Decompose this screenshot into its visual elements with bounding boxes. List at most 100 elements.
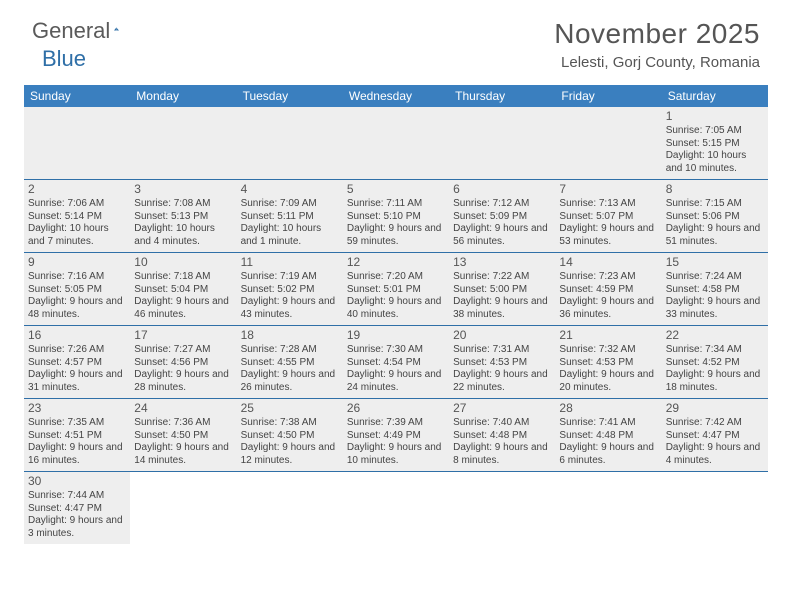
daylight-text: Daylight: 10 hours and 10 minutes. [666,150,764,175]
day-header: Saturday [662,85,768,107]
day-number: 2 [28,182,126,197]
sunrise-text: Sunrise: 7:31 AM [453,344,551,357]
sunrise-text: Sunrise: 7:11 AM [347,198,445,211]
sunrise-text: Sunrise: 7:19 AM [241,271,339,284]
sunrise-text: Sunrise: 7:09 AM [241,198,339,211]
day-number: 30 [28,474,126,489]
day-cell: 24Sunrise: 7:36 AMSunset: 4:50 PMDayligh… [130,399,236,471]
sunrise-text: Sunrise: 7:24 AM [666,271,764,284]
day-number: 19 [347,328,445,343]
day-cell: 2Sunrise: 7:06 AMSunset: 5:14 PMDaylight… [24,180,130,252]
sunset-text: Sunset: 4:55 PM [241,357,339,370]
sunset-text: Sunset: 4:58 PM [666,284,764,297]
daylight-text: Daylight: 10 hours and 1 minute. [241,223,339,248]
daylight-text: Daylight: 9 hours and 56 minutes. [453,223,551,248]
day-header-row: SundayMondayTuesdayWednesdayThursdayFrid… [24,85,768,107]
week-row: 2Sunrise: 7:06 AMSunset: 5:14 PM Daylight… [24,180,768,253]
daylight-text: Daylight: 9 hours and 18 minutes. [666,369,764,394]
week-row: 23Sunrise: 7:35 AMSunset: 4:51 PMDayligh… [24,399,768,472]
day-number: 23 [28,401,126,416]
daylight-text: Daylight: 9 hours and 8 minutes. [453,442,551,467]
day-header: Friday [555,85,661,107]
sunrise-text: Sunrise: 7:18 AM [134,271,232,284]
day-number: 27 [453,401,551,416]
day-number: 29 [666,401,764,416]
title-block: November 2025 Lelesti, Gorj County, Roma… [554,18,760,71]
day-cell: 18Sunrise: 7:28 AMSunset: 4:55 PMDayligh… [237,326,343,398]
day-number: 22 [666,328,764,343]
sunrise-text: Sunrise: 7:40 AM [453,417,551,430]
sunset-text: Sunset: 4:49 PM [347,430,445,443]
sunrise-text: Sunrise: 7:34 AM [666,344,764,357]
sunrise-text: Sunrise: 7:28 AM [241,344,339,357]
weeks-container: 1Sunrise: 7:05 AMSunset: 5:15 PMDaylight… [24,107,768,544]
week-row: 1Sunrise: 7:05 AMSunset: 5:15 PMDaylight… [24,107,768,180]
sunrise-text: Sunrise: 7:27 AM [134,344,232,357]
day-cell: 16Sunrise: 7:26 AMSunset: 4:57 PMDayligh… [24,326,130,398]
day-number: 21 [559,328,657,343]
day-number: 12 [347,255,445,270]
sunset-text: Sunset: 4:53 PM [559,357,657,370]
day-number: 1 [666,109,764,124]
day-number: 28 [559,401,657,416]
sunrise-text: Sunrise: 7:41 AM [559,417,657,430]
day-cell: 22Sunrise: 7:34 AMSunset: 4:52 PMDayligh… [662,326,768,398]
empty-cell [237,472,343,544]
daylight-text: Daylight: 9 hours and 59 minutes. [347,223,445,248]
day-cell: 20Sunrise: 7:31 AMSunset: 4:53 PMDayligh… [449,326,555,398]
day-cell: 7Sunrise: 7:13 AMSunset: 5:07 PMDaylight… [555,180,661,252]
empty-cell [343,107,449,179]
day-cell: 10Sunrise: 7:18 AMSunset: 5:04 PMDayligh… [130,253,236,325]
location: Lelesti, Gorj County, Romania [554,54,760,71]
header: General November 2025 Lelesti, Gorj Coun… [0,0,792,79]
day-cell: 28Sunrise: 7:41 AMSunset: 4:48 PMDayligh… [555,399,661,471]
day-number: 26 [347,401,445,416]
day-cell: 6Sunrise: 7:12 AMSunset: 5:09 PMDaylight… [449,180,555,252]
sunset-text: Sunset: 4:47 PM [28,503,126,516]
day-number: 7 [559,182,657,197]
empty-cell [662,472,768,544]
day-header: Tuesday [237,85,343,107]
daylight-text: Daylight: 9 hours and 46 minutes. [134,296,232,321]
day-cell: 8Sunrise: 7:15 AMSunset: 5:06 PMDaylight… [662,180,768,252]
sunrise-text: Sunrise: 7:06 AM [28,198,126,211]
day-cell: 27Sunrise: 7:40 AMSunset: 4:48 PMDayligh… [449,399,555,471]
sunset-text: Sunset: 5:09 PM [453,211,551,224]
sunset-text: Sunset: 4:48 PM [559,430,657,443]
daylight-text: Daylight: 9 hours and 40 minutes. [347,296,445,321]
day-cell: 15Sunrise: 7:24 AMSunset: 4:58 PMDayligh… [662,253,768,325]
day-cell: 12Sunrise: 7:20 AMSunset: 5:01 PMDayligh… [343,253,449,325]
day-number: 20 [453,328,551,343]
sunset-text: Sunset: 5:05 PM [28,284,126,297]
sunrise-text: Sunrise: 7:32 AM [559,344,657,357]
sunset-text: Sunset: 5:14 PM [28,211,126,224]
daylight-text: Daylight: 9 hours and 14 minutes. [134,442,232,467]
day-cell: 3Sunrise: 7:08 AMSunset: 5:13 PMDaylight… [130,180,236,252]
daylight-text: Daylight: 9 hours and 26 minutes. [241,369,339,394]
sunset-text: Sunset: 5:06 PM [666,211,764,224]
sunset-text: Sunset: 4:50 PM [241,430,339,443]
sunrise-text: Sunrise: 7:38 AM [241,417,339,430]
day-cell: 4Sunrise: 7:09 AMSunset: 5:11 PMDaylight… [237,180,343,252]
day-header: Sunday [24,85,130,107]
sunrise-text: Sunrise: 7:08 AM [134,198,232,211]
sunset-text: Sunset: 4:56 PM [134,357,232,370]
day-number: 9 [28,255,126,270]
day-number: 25 [241,401,339,416]
sunset-text: Sunset: 5:11 PM [241,211,339,224]
daylight-text: Daylight: 9 hours and 38 minutes. [453,296,551,321]
day-cell: 17Sunrise: 7:27 AMSunset: 4:56 PMDayligh… [130,326,236,398]
daylight-text: Daylight: 9 hours and 3 minutes. [28,515,126,540]
week-row: 30Sunrise: 7:44 AMSunset: 4:47 PMDayligh… [24,472,768,544]
daylight-text: Daylight: 9 hours and 31 minutes. [28,369,126,394]
sunrise-text: Sunrise: 7:15 AM [666,198,764,211]
sunrise-text: Sunrise: 7:16 AM [28,271,126,284]
week-row: 16Sunrise: 7:26 AMSunset: 4:57 PMDayligh… [24,326,768,399]
daylight-text: Daylight: 9 hours and 10 minutes. [347,442,445,467]
day-header: Monday [130,85,236,107]
daylight-text: Daylight: 10 hours and 4 minutes. [134,223,232,248]
daylight-text: Daylight: 9 hours and 16 minutes. [28,442,126,467]
daylight-text: Daylight: 9 hours and 33 minutes. [666,296,764,321]
sunrise-text: Sunrise: 7:30 AM [347,344,445,357]
day-cell: 25Sunrise: 7:38 AMSunset: 4:50 PMDayligh… [237,399,343,471]
